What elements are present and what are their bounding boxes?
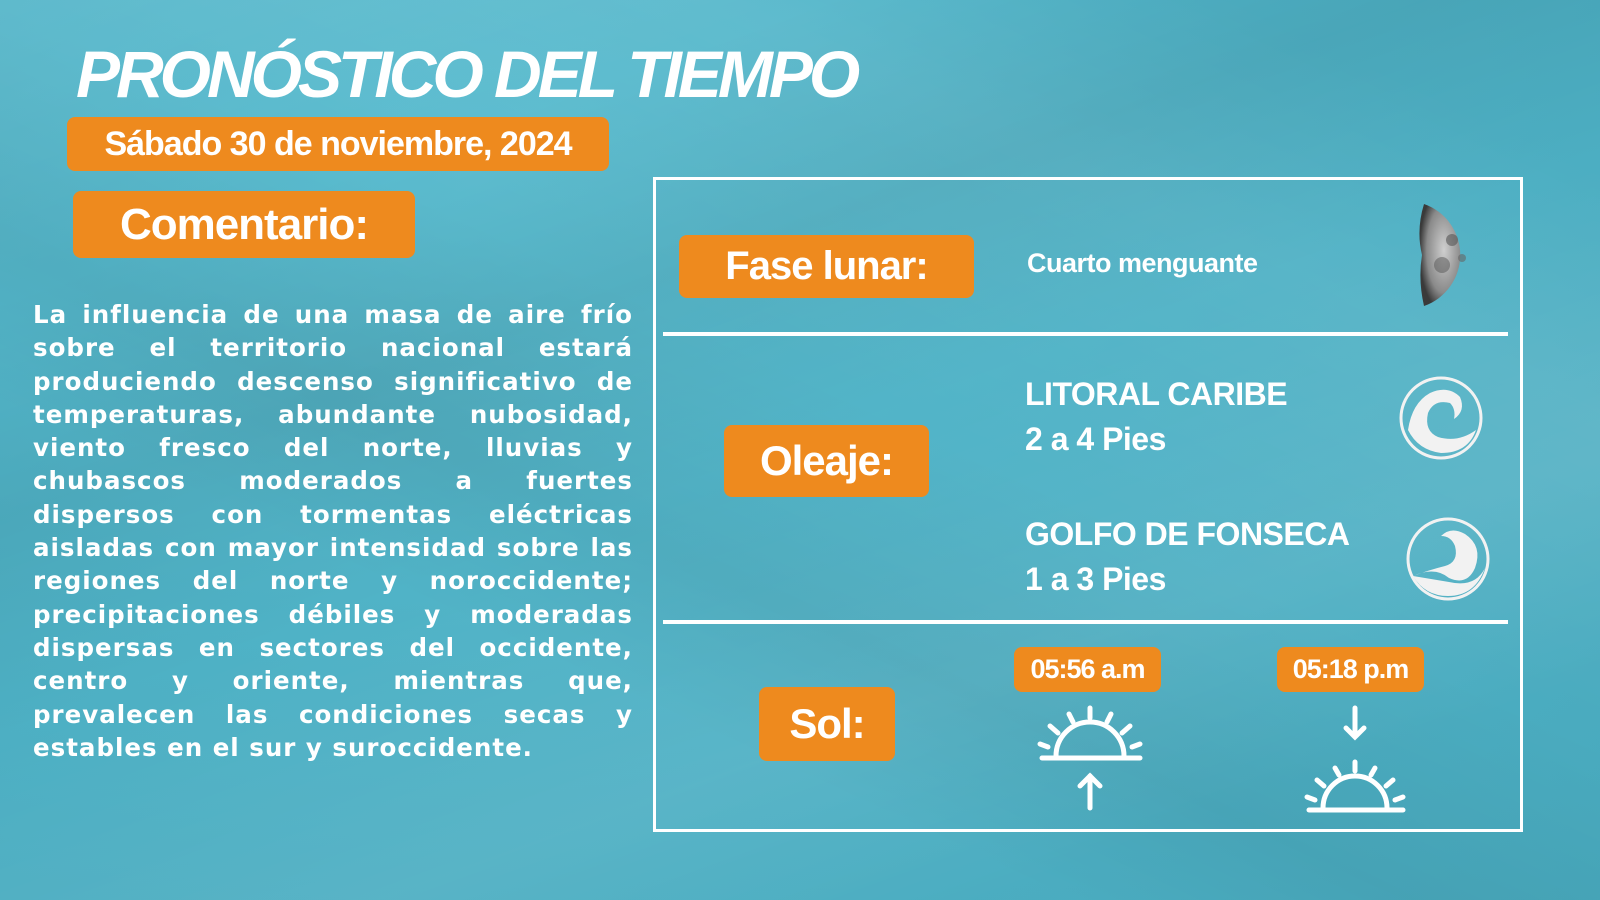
divider: [663, 332, 1508, 336]
comment-label: Comentario:: [73, 191, 415, 258]
sunrise-time: 05:56 a.m: [1014, 647, 1161, 692]
date-badge: Sábado 30 de noviembre, 2024: [67, 117, 609, 171]
moon-phase-value: Cuarto menguante: [1027, 248, 1258, 278]
region-value-fonseca: 1 a 3 Pies: [1025, 561, 1166, 597]
region-name-caribe: LITORAL CARIBE: [1025, 376, 1288, 412]
waves-label: Oleaje:: [724, 425, 929, 497]
moon-icon: [1419, 204, 1466, 306]
sunset-icon: [1304, 705, 1406, 813]
sunset-time: 05:18 p.m: [1277, 647, 1424, 692]
region-value-caribe: 2 a 4 Pies: [1025, 421, 1166, 457]
sunrise-icon: [1037, 705, 1143, 811]
region-name-fonseca: GOLFO DE FONSECA: [1025, 516, 1350, 552]
divider: [663, 620, 1508, 624]
page-title: PRONÓSTICO DEL TIEMPO: [76, 37, 860, 111]
info-panel: [653, 177, 1523, 832]
moon-phase-label: Fase lunar:: [679, 235, 974, 298]
wave-icon: [1399, 376, 1483, 460]
sun-label: Sol:: [759, 687, 895, 761]
comment-text: La influencia de una masa de aire frío s…: [33, 300, 633, 762]
wave-icon: [1406, 517, 1490, 601]
